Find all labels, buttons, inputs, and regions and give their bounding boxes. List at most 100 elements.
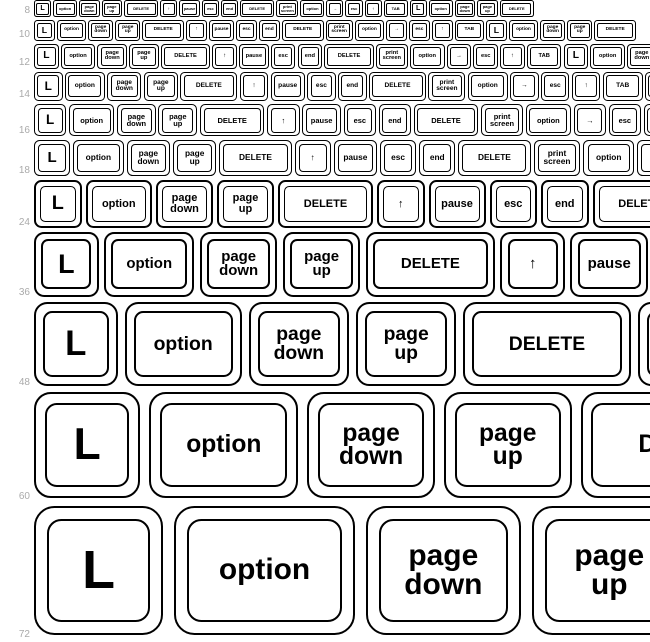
keycap-inner: ↑ (367, 3, 379, 15)
keys-wrap: Loptionpage downpage upDELETE↑pauseescen… (34, 44, 650, 70)
keycap: option (355, 20, 384, 41)
keycap-inner: DELETE (462, 144, 526, 172)
keycap: end (419, 140, 455, 176)
keycap-inner: DELETE (204, 108, 261, 133)
keycap-label: page down (94, 26, 107, 35)
keycap-label: DELETE (618, 199, 650, 209)
keycap-label: ↑ (252, 83, 255, 89)
keycap-inner: page up (223, 186, 268, 222)
keycap-inner: esc (239, 23, 254, 38)
keycap-inner: ↑ (503, 47, 522, 66)
keycap-inner: esc (476, 47, 495, 66)
keycap: esc (409, 20, 430, 41)
keys-wrap: Loptionpage downpage upDELETE↑pauseescen… (34, 232, 650, 300)
size-row-72: 72Loptionpage downpage upDELETE↑pauseesc… (0, 506, 650, 642)
keycap-inner: page up (162, 108, 193, 133)
keycap: DELETE (324, 44, 373, 69)
keycap-label: ↑ (398, 199, 404, 209)
keycap-inner: DELETE (164, 47, 207, 66)
keycap-label: L (46, 114, 54, 127)
keycap: ↑ (377, 180, 425, 228)
keycap-inner: → (450, 47, 469, 66)
keycap-label: DELETE (509, 335, 585, 353)
size-label: 24 (0, 217, 30, 228)
keycap-label: option (516, 28, 531, 33)
keycap-inner: → (389, 23, 404, 38)
keycap: page down (455, 0, 476, 17)
keycap: L (34, 104, 66, 136)
keycap: L (34, 506, 163, 635)
keycap-label: ↑ (223, 54, 226, 59)
keycap: page down (540, 20, 565, 41)
size-row-10: 10Loptionpage downpage upDELETE↑pauseesc… (0, 20, 650, 42)
keycap: esc (345, 0, 362, 17)
keycap-label: ↑ (441, 28, 443, 33)
keycap-label: ↑ (281, 117, 285, 124)
keycap: end (221, 0, 238, 17)
keycap: DELETE (124, 0, 158, 17)
keycap: → (326, 0, 343, 17)
keycap: → (447, 44, 472, 69)
keycap: L (34, 72, 63, 101)
keys-wrap: Loptionpage downpage upDELETE↑pauseescen… (34, 506, 650, 642)
keycap: DELETE (458, 140, 530, 176)
keycap-inner: ↑ (189, 23, 204, 38)
keycap: DELETE (463, 302, 630, 386)
keycap-inner: page down (131, 144, 166, 172)
keycap-label: L (47, 151, 56, 165)
keycap: print screen (534, 140, 581, 176)
keycap-label: TAB (539, 54, 550, 59)
keycap-label: ↑ (168, 7, 170, 11)
keycap: page down (88, 20, 113, 41)
keycap: option (583, 140, 634, 176)
keycap-inner: pause (306, 108, 337, 133)
keycap: option (65, 72, 105, 101)
keycap-label: page down (84, 5, 94, 13)
keycap: print screen (326, 20, 353, 41)
keycap-label: page up (574, 26, 585, 35)
keycap-inner: option (111, 239, 187, 289)
keycap: page up (356, 302, 456, 386)
keycap-label: L (82, 545, 115, 596)
size-label: 48 (0, 377, 30, 388)
keycap-label: TAB (392, 7, 400, 11)
keycap-inner: esc (496, 186, 532, 222)
keycap-label: page down (634, 51, 649, 62)
keycap-inner: page down (91, 23, 111, 38)
keycap: L (34, 392, 140, 498)
size-label: 8 (0, 5, 30, 16)
keycap-inner: page up (480, 3, 496, 15)
keycap-inner: end (301, 47, 320, 66)
keycap-label: pause (278, 83, 297, 89)
keycap: esc (609, 104, 641, 136)
keycap: option (410, 44, 445, 69)
keycap: page down (97, 44, 127, 69)
keycap: page up (144, 72, 178, 101)
keycap-label: L (45, 81, 52, 92)
size-label: 60 (0, 491, 30, 502)
keycap-label: page down (546, 26, 559, 35)
keycap-label: page up (107, 5, 116, 13)
keycap-inner: print screen (485, 108, 520, 133)
keys-wrap: Loptionpage downpage upDELETE↑pauseescen… (34, 180, 650, 230)
keycap-label: option (59, 7, 71, 11)
keycap: option (526, 104, 571, 136)
keycap: page up (102, 0, 123, 17)
keys-wrap: Loptionpage downpage upDELETE↑pauseescen… (34, 104, 650, 138)
keycap-label: page up (169, 113, 186, 127)
keycap-label: page up (574, 542, 644, 599)
keycap-inner: page down (379, 519, 508, 622)
keycap-label: page up (304, 250, 339, 278)
keycap-inner: ↑ (215, 47, 234, 66)
keycap-label: pause (343, 154, 367, 162)
keycap-label: L (58, 252, 74, 278)
keycap-label: print screen (436, 80, 457, 93)
keycap-inner: esc (348, 3, 360, 15)
keycap: → (637, 140, 650, 176)
keycap: end (379, 104, 411, 136)
keycap: L (34, 180, 82, 228)
keycap-label: option (69, 54, 86, 59)
size-row-16: 16Loptionpage downpage upDELETE↑pauseesc… (0, 104, 650, 138)
keycap-label: page down (170, 193, 199, 214)
keycap-inner: page up (365, 311, 447, 377)
